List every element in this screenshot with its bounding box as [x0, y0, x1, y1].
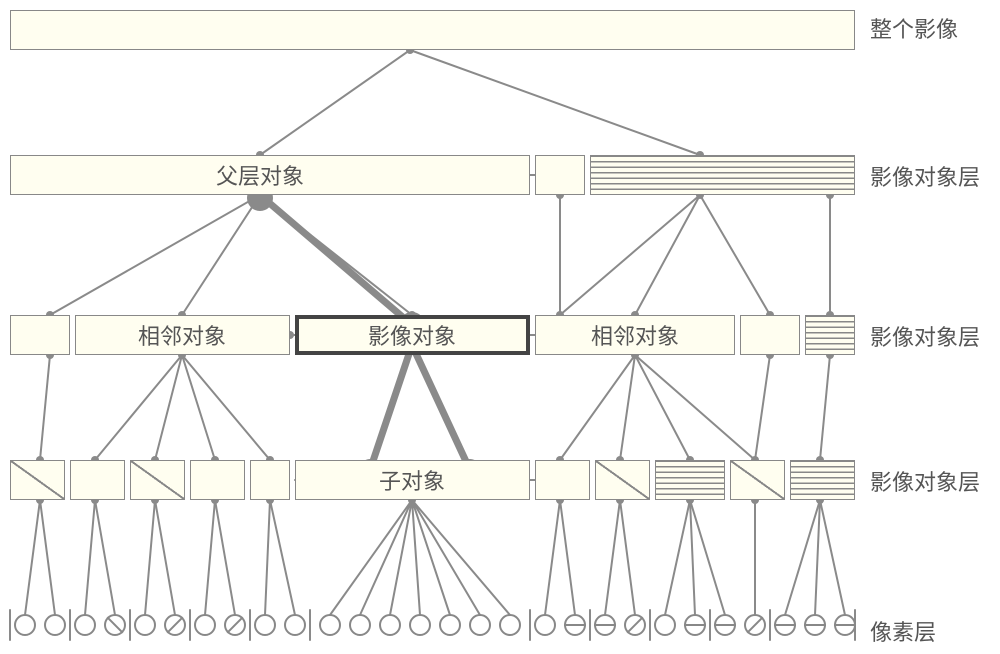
- pixel-node: [564, 614, 586, 636]
- layer-box: [805, 315, 855, 355]
- pixel-node: [469, 614, 491, 636]
- pixel-node: [714, 614, 736, 636]
- layer-box: [535, 155, 585, 195]
- layer-box: [10, 460, 65, 500]
- pixel-node: [439, 614, 461, 636]
- layer-box: [10, 10, 855, 50]
- pixel-node: [804, 614, 826, 636]
- layer-box: [535, 460, 590, 500]
- pixel-node: [349, 614, 371, 636]
- layer-box: [190, 460, 245, 500]
- pixel-node: [624, 614, 646, 636]
- level-label: 影像对象层: [870, 465, 980, 497]
- pixel-node: [594, 614, 616, 636]
- pixel-node: [44, 614, 66, 636]
- layer-box: [595, 460, 650, 500]
- box-label: 相邻对象: [591, 319, 679, 351]
- box-label: 父层对象: [216, 159, 304, 191]
- box-label: 子对象: [379, 464, 445, 496]
- layer-box: [790, 460, 855, 500]
- level-label: 整个影像: [870, 12, 958, 44]
- box-label: 影像对象: [368, 319, 456, 351]
- level-label: 影像对象层: [870, 160, 980, 192]
- layer-box: [10, 315, 70, 355]
- diagram-stage: 整个影像影像对象层影像对象层影像对象层像素层父层对象相邻对象影像对象相邻对象子对…: [0, 0, 1000, 654]
- layer-box: [590, 155, 855, 195]
- pixel-node: [74, 614, 96, 636]
- pixel-node: [534, 614, 556, 636]
- pixel-node: [774, 614, 796, 636]
- pixel-node: [744, 614, 766, 636]
- pixel-node: [134, 614, 156, 636]
- layer-box: [655, 460, 725, 500]
- layer-box: [70, 460, 125, 500]
- pixel-node: [254, 614, 276, 636]
- pixel-node: [194, 614, 216, 636]
- layer-box: [130, 460, 185, 500]
- level-label: 影像对象层: [870, 320, 980, 352]
- pixel-node: [14, 614, 36, 636]
- layer-box: [730, 460, 785, 500]
- pixel-node: [284, 614, 306, 636]
- pixel-node: [224, 614, 246, 636]
- pixel-node: [499, 614, 521, 636]
- box-label: 相邻对象: [138, 319, 226, 351]
- pixel-node: [409, 614, 431, 636]
- level-label: 像素层: [870, 615, 936, 647]
- pixel-node: [654, 614, 676, 636]
- pixel-node: [684, 614, 706, 636]
- pixel-node: [379, 614, 401, 636]
- pixel-node: [104, 614, 126, 636]
- layer-box: [250, 460, 290, 500]
- pixel-node: [834, 614, 856, 636]
- layer-box: [740, 315, 800, 355]
- pixel-node: [164, 614, 186, 636]
- pixel-node: [319, 614, 341, 636]
